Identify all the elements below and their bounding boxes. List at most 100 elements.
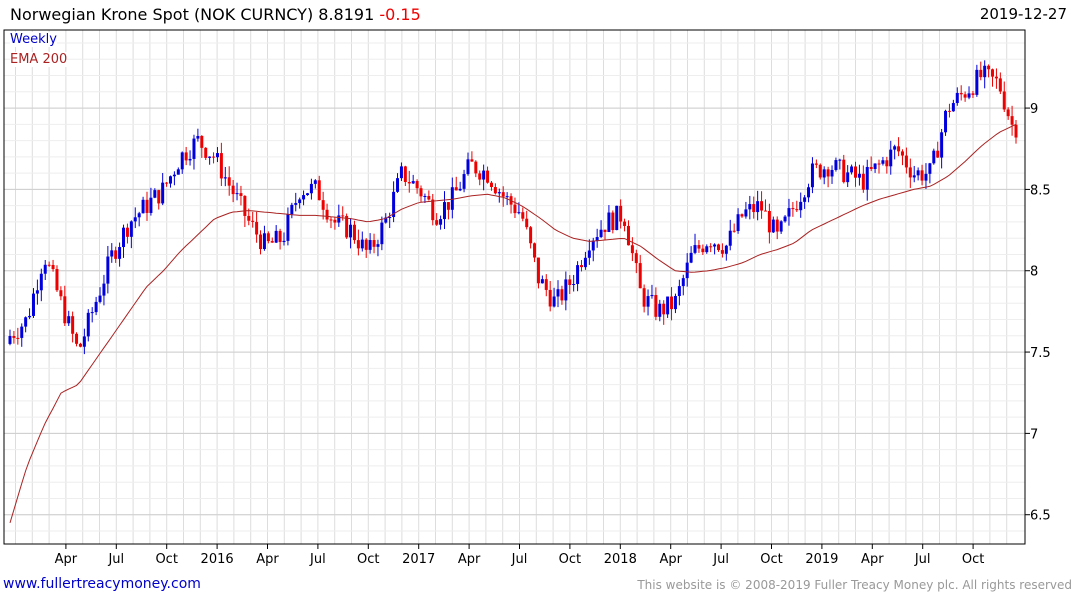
candle-body	[724, 245, 728, 254]
candle-body	[204, 147, 208, 158]
candle-body	[760, 201, 764, 211]
candle-body	[587, 250, 591, 258]
candle-body	[842, 159, 846, 183]
candle-body	[78, 343, 82, 347]
candle-body	[767, 210, 771, 233]
candle-body	[701, 248, 705, 253]
candle-body	[345, 215, 349, 238]
candle-body	[16, 337, 20, 339]
candle-body	[928, 163, 932, 174]
x-tick-label: Apr	[55, 552, 78, 567]
candle-body	[529, 227, 533, 244]
candle-body	[67, 316, 71, 324]
candle-body	[102, 283, 106, 296]
candle-body	[129, 221, 133, 237]
candle-body	[43, 264, 47, 274]
candle-body	[39, 273, 43, 291]
x-tick-label: Jul	[107, 552, 124, 567]
candle-body	[247, 215, 251, 221]
price-change: -0.15	[379, 5, 421, 24]
candle-body	[427, 195, 431, 200]
candle-body	[168, 176, 172, 184]
candle-body	[955, 92, 959, 104]
candle-body	[145, 199, 149, 213]
candle-body	[552, 296, 556, 307]
candle-body	[59, 290, 63, 297]
x-tick-label: Oct	[559, 552, 581, 567]
candle-body	[607, 212, 611, 232]
candle-body	[517, 212, 521, 214]
candle-body	[791, 208, 795, 210]
candle-body	[932, 150, 936, 164]
y-tick-label: 8.5	[1030, 183, 1051, 198]
candle-body	[908, 167, 912, 178]
candle-body	[677, 286, 681, 297]
candle-body	[513, 204, 517, 214]
candle-body	[470, 159, 474, 162]
candle-body	[673, 296, 677, 310]
candle-body	[63, 296, 67, 324]
candle-body	[994, 76, 998, 79]
candle-body	[149, 197, 153, 213]
candle-body	[290, 204, 294, 215]
candle-body	[274, 230, 278, 243]
candle-body	[122, 227, 126, 248]
candle-body	[446, 202, 450, 210]
site-link[interactable]: www.fullertreacymoney.com	[3, 576, 201, 592]
candle-body	[165, 182, 169, 184]
candle-body	[638, 263, 642, 289]
x-tick-label: Oct	[155, 552, 177, 567]
candle-body	[184, 152, 188, 161]
candle-body	[215, 153, 219, 158]
candle-body	[141, 199, 145, 214]
candle-body	[341, 215, 345, 217]
candle-body	[235, 193, 239, 195]
candle-body	[172, 174, 176, 177]
candle-body	[595, 237, 599, 241]
candle-body	[893, 146, 897, 150]
x-tick-label: Apr	[659, 552, 682, 567]
candle-body	[959, 92, 963, 95]
x-tick-label: 2019	[805, 552, 838, 567]
candle-body	[940, 132, 944, 158]
x-tick-label: Oct	[760, 552, 782, 567]
chart-date: 2019-12-27	[979, 5, 1067, 23]
candle-body	[787, 208, 791, 217]
candle-body	[439, 219, 443, 225]
candle-body	[31, 293, 35, 316]
candle-body	[556, 289, 560, 297]
candle-body	[86, 312, 90, 337]
candle-body	[857, 173, 861, 178]
candle-body	[368, 240, 372, 250]
candle-body	[329, 219, 333, 221]
candle-body	[560, 289, 564, 301]
candle-body	[325, 209, 329, 220]
y-tick-label: 8	[1030, 265, 1038, 280]
candle-body	[881, 160, 885, 164]
candle-body	[161, 182, 165, 204]
candle-body	[850, 166, 854, 173]
candle-body	[282, 240, 286, 243]
candle-body	[298, 199, 302, 204]
x-tick-label: 2017	[402, 552, 435, 567]
candle-body	[709, 246, 713, 248]
candle-body	[474, 161, 478, 174]
candle-body	[936, 150, 940, 158]
candle-body	[192, 138, 196, 159]
candle-body	[431, 199, 435, 221]
candle-body	[599, 229, 603, 238]
candle-body	[752, 204, 756, 213]
legend-weekly: Weekly	[10, 32, 57, 47]
candle-body	[975, 69, 979, 95]
candle-body	[415, 181, 419, 189]
candle-body	[180, 152, 184, 170]
candle-body	[877, 163, 881, 165]
x-tick-label: Jul	[511, 552, 528, 567]
candle-body	[403, 166, 407, 183]
y-tick-label: 7	[1030, 427, 1038, 442]
candle-body	[157, 190, 161, 204]
candle-body	[650, 295, 654, 297]
candle-body	[869, 166, 873, 170]
candle-body	[118, 247, 122, 259]
